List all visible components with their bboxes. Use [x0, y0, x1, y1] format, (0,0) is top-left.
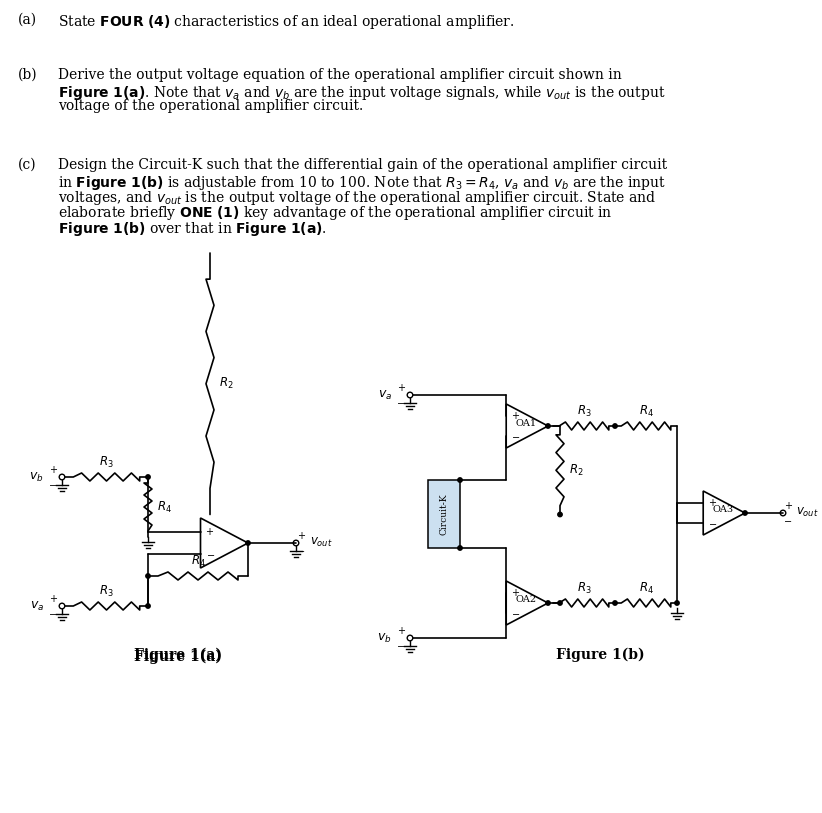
Text: voltages, and $v_{out}$ is the output voltage of the operational amplifier circu: voltages, and $v_{out}$ is the output vo… [58, 189, 656, 207]
Text: in $\mathbf{Figure\ 1(b)}$ is adjustable from 10 to 100. Note that $R_3 = R_4$, : in $\mathbf{Figure\ 1(b)}$ is adjustable… [58, 173, 666, 192]
Text: elaborate briefly $\mathbf{ONE}$ $\mathbf{(1)}$ key advantage of the operational: elaborate briefly $\mathbf{ONE}$ $\mathb… [58, 205, 612, 223]
Text: $v_a$: $v_a$ [30, 599, 44, 612]
Text: $\mathbf{Figure\ 1(a)}$. Note that $v_a$ and $v_b$ are the input voltage signals: $\mathbf{Figure\ 1(a)}$. Note that $v_a$… [58, 84, 666, 102]
Text: +: + [511, 589, 520, 598]
Text: $R_2$: $R_2$ [219, 376, 233, 391]
Text: $-$: $-$ [709, 518, 718, 528]
Text: +: + [709, 498, 716, 508]
Text: +: + [511, 411, 520, 421]
Text: $R_4$: $R_4$ [157, 499, 172, 515]
Text: +: + [397, 626, 405, 636]
Text: +: + [49, 594, 57, 604]
Text: OA3: OA3 [713, 506, 733, 515]
Circle shape [675, 601, 679, 605]
Text: $R_4$: $R_4$ [639, 404, 653, 419]
Circle shape [558, 601, 562, 605]
Text: $\mathbf{Figure\ 1(b)}$ over that in $\mathbf{Figure\ 1(a)}$.: $\mathbf{Figure\ 1(b)}$ over that in $\m… [58, 220, 327, 238]
Text: State $\mathbf{FOUR}$ $\mathbf{(4)}$ characteristics of an ideal operational amp: State $\mathbf{FOUR}$ $\mathbf{(4)}$ cha… [58, 13, 515, 31]
Circle shape [145, 574, 150, 578]
Circle shape [458, 478, 462, 482]
Circle shape [458, 546, 462, 550]
Text: $R_3$: $R_3$ [99, 584, 114, 599]
Circle shape [612, 424, 617, 428]
Text: +: + [49, 465, 57, 475]
Text: voltage of the operational amplifier circuit.: voltage of the operational amplifier cir… [58, 99, 363, 113]
Circle shape [145, 604, 150, 608]
Text: +: + [297, 531, 305, 541]
Circle shape [145, 475, 150, 479]
Text: $-$: $-$ [511, 431, 520, 441]
Text: $-$: $-$ [511, 607, 520, 618]
Text: $v_{out}$: $v_{out}$ [796, 506, 819, 519]
Circle shape [546, 601, 550, 605]
Text: $-$: $-$ [48, 479, 58, 489]
Text: Derive the output voltage equation of the operational amplifier circuit shown in: Derive the output voltage equation of th… [58, 68, 621, 82]
Text: OA1: OA1 [515, 419, 537, 428]
Text: +: + [397, 383, 405, 393]
Text: Figure 1(a): Figure 1(a) [134, 648, 222, 663]
Text: OA2: OA2 [515, 595, 537, 605]
Text: Design the Circuit-K such that the differential gain of the operational amplifie: Design the Circuit-K such that the diffe… [58, 158, 667, 172]
Text: $v_a$: $v_a$ [378, 389, 392, 402]
Text: +: + [206, 527, 214, 537]
Text: $v_{out}$: $v_{out}$ [310, 536, 333, 549]
Text: Figure 1(a): Figure 1(a) [134, 650, 222, 664]
Text: $R_4$: $R_4$ [191, 554, 206, 569]
Bar [428, 480, 460, 548]
Text: $R_2$: $R_2$ [569, 463, 584, 478]
Circle shape [612, 601, 617, 605]
Text: Figure 1(b): Figure 1(b) [556, 648, 644, 663]
Text: $R_3$: $R_3$ [577, 404, 591, 419]
Text: $R_4$: $R_4$ [639, 581, 653, 596]
Circle shape [558, 512, 562, 517]
Text: $-$: $-$ [206, 549, 215, 559]
Text: Circuit-K: Circuit-K [440, 493, 449, 535]
Text: $-$: $-$ [396, 397, 405, 407]
Text: (a): (a) [18, 13, 37, 27]
Text: $v_b$: $v_b$ [377, 632, 392, 645]
Text: +: + [784, 501, 792, 511]
Text: $R_3$: $R_3$ [99, 455, 114, 470]
Text: $-$: $-$ [396, 640, 405, 650]
Text: $-$: $-$ [48, 608, 58, 618]
Text: (c): (c) [18, 158, 37, 172]
Text: $R_3$: $R_3$ [577, 581, 591, 596]
Text: $-$: $-$ [783, 515, 792, 525]
Text: $-$: $-$ [297, 545, 306, 555]
Text: (b): (b) [18, 68, 38, 82]
Text: $v_b$: $v_b$ [30, 471, 44, 484]
Circle shape [546, 424, 550, 428]
Circle shape [246, 541, 250, 546]
Circle shape [743, 511, 747, 515]
